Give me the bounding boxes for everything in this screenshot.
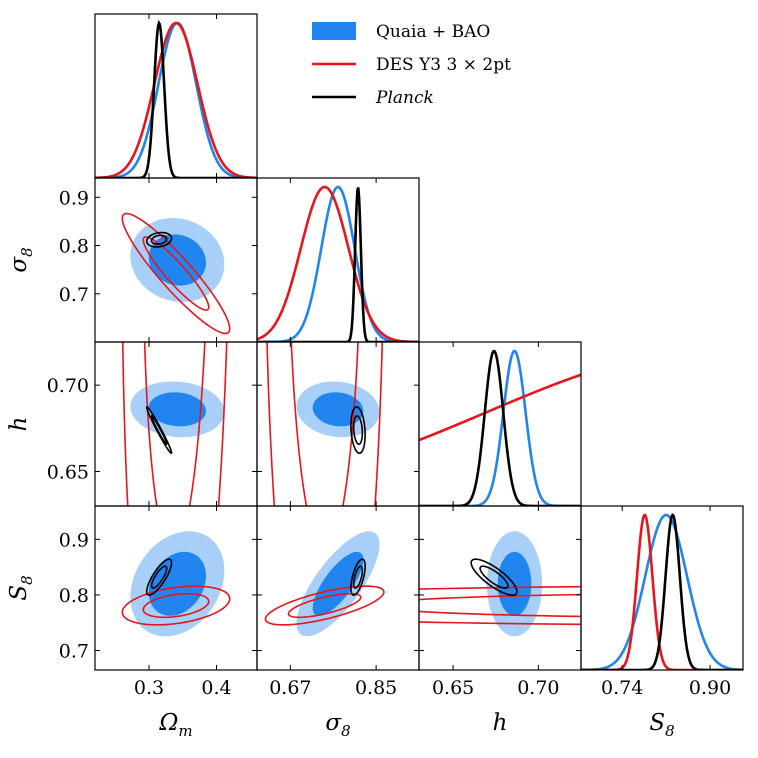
panel-S8-marginal — [581, 513, 743, 670]
planck-contour-68-S8-h — [479, 565, 509, 589]
planck-contour-68-S8-Om — [150, 565, 168, 589]
y-tick-label-S8: 0.9 — [59, 529, 89, 551]
y-tick-label-S8: 0.7 — [59, 641, 89, 663]
x-tick-label-h: 0.65 — [432, 677, 474, 699]
panel-frame-1-1 — [256, 177, 420, 343]
y-tick-label-h: 0.70 — [47, 375, 89, 397]
x-tick-label-Om: 0.4 — [201, 677, 231, 699]
planck-contour-68-h-Om — [150, 415, 168, 445]
des-y3-3-2pt-posterior-S8 — [581, 513, 743, 670]
panel-frame-0-0 — [94, 13, 258, 179]
x-tick-label-Om: 0.3 — [134, 677, 164, 699]
des-y3-3-2pt-contour-68-S8-s8 — [287, 592, 362, 619]
y-tick-label-h: 0.65 — [47, 461, 89, 483]
legend-swatch-quaia-bao — [312, 22, 356, 40]
planck-contour-68-s8-Om — [150, 234, 168, 245]
panel-s8-marginal — [257, 185, 419, 342]
x-tick-label-s8: 0.85 — [355, 677, 397, 699]
planck-contour-95-S8-s8 — [350, 558, 366, 596]
panel-S8-vs-Om — [121, 531, 231, 637]
des-y3-3-2pt-contour-68-h-Om — [143, 342, 206, 506]
planck-contour-95-S8-h — [470, 558, 518, 596]
planck-contour-68-S8-s8 — [352, 565, 364, 589]
y-axis-label-S8: S8 — [6, 575, 36, 600]
planck-posterior-S8 — [581, 513, 743, 670]
x-axis-label-s8: σ8 — [325, 710, 350, 740]
planck-posterior-Om — [95, 19, 257, 178]
des-y3-3-2pt-contour-95-h-Om — [122, 342, 228, 506]
planck-posterior-h — [419, 349, 581, 506]
des-y3-3-2pt-posterior-Om — [95, 21, 257, 178]
panel-h-vs-s8 — [266, 342, 384, 506]
y-axis-label-s8: σ8 — [6, 247, 36, 272]
panel-s8-vs-Om — [121, 212, 231, 335]
des-y3-3-2pt-contour-68-S8-h — [419, 593, 581, 618]
des-y3-3-2pt-contour-95-h-s8 — [266, 342, 384, 506]
legend: Quaia + BAO DES Y3 3 × 2pt Planck — [312, 22, 511, 108]
panel-S8-vs-h — [419, 531, 581, 637]
des-y3-3-2pt-posterior-h — [419, 373, 581, 442]
quaia-bao-contour-68-S8-s8 — [312, 551, 364, 616]
planck-contour-68-h-s8 — [352, 415, 364, 445]
panel-h-marginal — [419, 349, 581, 506]
x-tick-label-s8: 0.67 — [269, 677, 311, 699]
planck-contour-95-S8-Om — [145, 558, 173, 596]
des-y3-3-2pt-posterior-s8 — [257, 185, 419, 342]
quaia-bao-posterior-Om — [95, 21, 257, 178]
panel-S8-vs-s8 — [264, 531, 385, 637]
planck-contour-95-h-Om — [145, 406, 173, 455]
y-tick-label-S8: 0.8 — [59, 585, 89, 607]
quaia-bao-contour-68-h-Om — [148, 392, 206, 427]
x-axis-label-Om: Ωm — [158, 710, 192, 740]
quaia-bao-posterior-S8 — [581, 513, 743, 670]
x-tick-label-h: 0.70 — [517, 677, 559, 699]
des-y3-3-2pt-contour-68-S8-Om — [142, 592, 210, 619]
panel-frame-2-2 — [418, 341, 582, 507]
y-tick-label-s8: 0.8 — [59, 236, 89, 258]
x-axis-label-S8: S8 — [649, 710, 674, 740]
des-y3-3-2pt-contour-68-h-s8 — [290, 342, 359, 506]
x-axis-label-h: h — [493, 710, 508, 736]
legend-label-quaia-bao: Quaia + BAO — [376, 22, 490, 42]
des-y3-3-2pt-contour-95-s8-Om — [121, 212, 231, 335]
y-axis-label-h: h — [6, 417, 32, 432]
planck-contour-95-s8-Om — [145, 231, 173, 248]
y-tick-label-s8: 0.7 — [59, 284, 89, 306]
legend-label-planck: Planck — [375, 88, 434, 108]
panel-h-vs-Om — [122, 342, 228, 506]
des-y3-3-2pt-contour-68-s8-Om — [142, 236, 210, 311]
x-tick-label-S8: 0.90 — [689, 677, 731, 699]
des-y3-3-2pt-contour-95-S8-Om — [121, 585, 231, 626]
x-tick-label-S8: 0.74 — [601, 677, 643, 699]
planck-contour-95-h-s8 — [350, 406, 366, 455]
y-tick-label-s8: 0.9 — [59, 187, 89, 209]
panel-frame-3-3 — [580, 505, 744, 671]
panel-Om-marginal — [95, 19, 257, 178]
legend-label-des-y3: DES Y3 3 × 2pt — [376, 55, 511, 75]
des-y3-3-2pt-contour-95-S8-h — [419, 585, 581, 626]
